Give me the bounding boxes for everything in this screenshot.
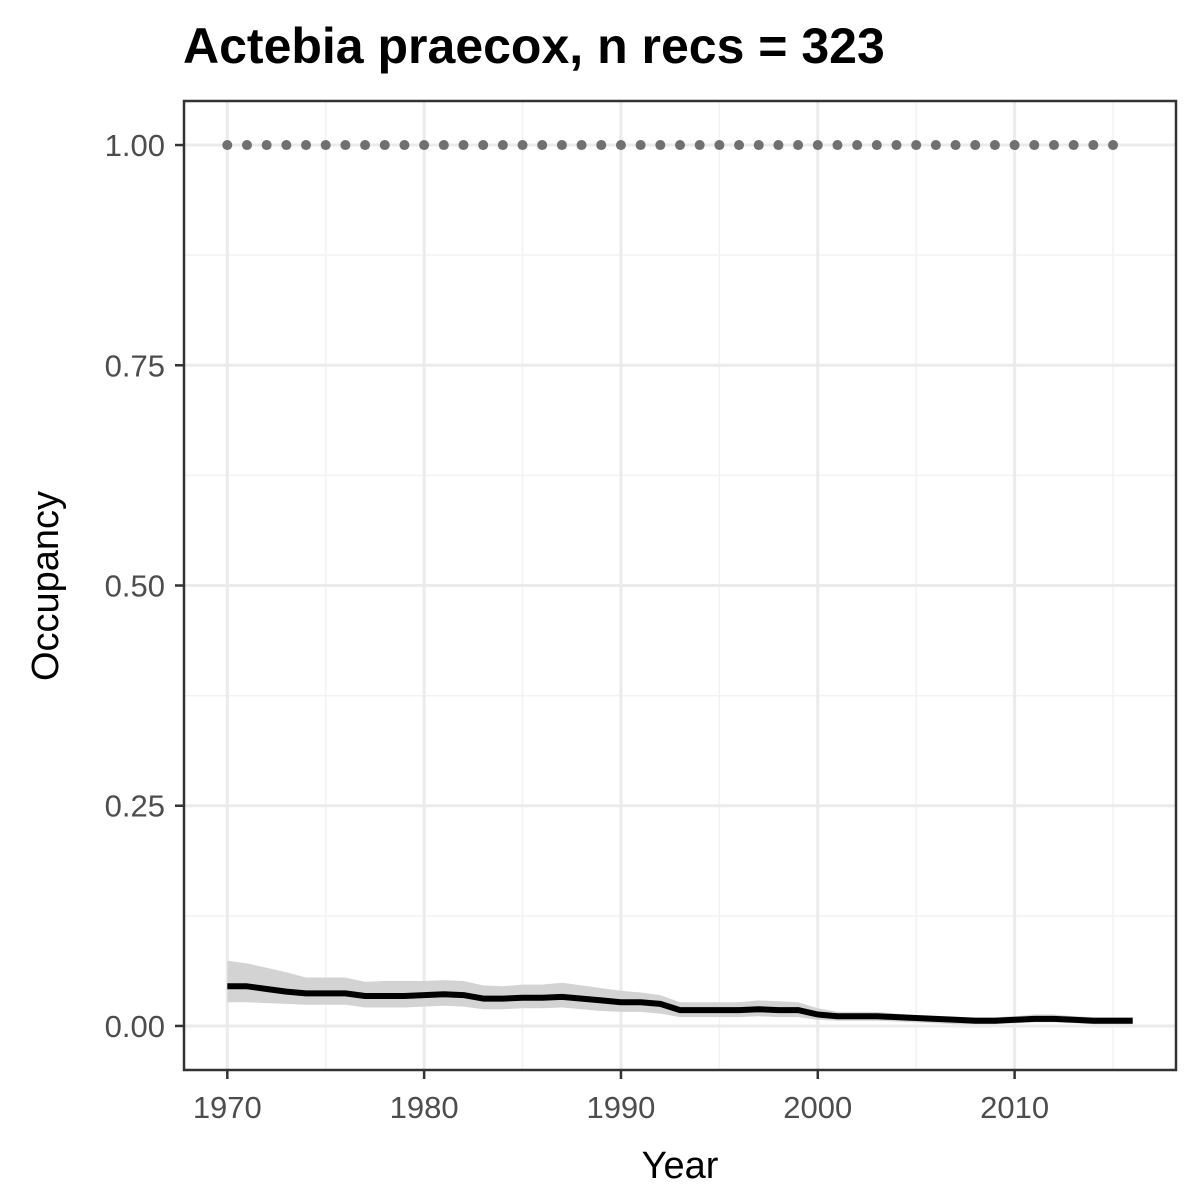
record-point: [871, 140, 882, 151]
record-point: [635, 140, 646, 151]
record-point: [222, 140, 233, 151]
record-point: [576, 140, 587, 151]
record-point: [517, 140, 528, 151]
record-point: [261, 140, 272, 151]
x-tick-label: 2000: [783, 1090, 852, 1125]
x-tick-label: 1980: [390, 1090, 459, 1125]
record-point: [399, 140, 410, 151]
y-tick-label: 1.00: [105, 128, 165, 163]
record-point: [497, 140, 508, 151]
record-point: [537, 140, 548, 151]
record-point: [714, 140, 725, 151]
record-point: [419, 140, 430, 151]
record-point: [793, 140, 804, 151]
x-tick-label: 1990: [586, 1090, 655, 1125]
record-point: [911, 140, 922, 151]
record-point: [989, 140, 1000, 151]
record-point: [1048, 140, 1059, 151]
chart-title: Actebia praecox, n recs = 323: [183, 18, 885, 74]
y-axis-title: Occupancy: [25, 491, 67, 681]
record-point: [655, 140, 666, 151]
y-tick-label: 0.25: [105, 789, 165, 824]
record-point: [615, 140, 626, 151]
y-tick-label: 0.50: [105, 569, 165, 604]
record-point: [1068, 140, 1079, 151]
record-point: [556, 140, 567, 151]
plot-panel: [182, 99, 1178, 1072]
y-axis: 0.00 0.25 0.50 0.75 1.00: [105, 128, 184, 1044]
record-point: [1029, 140, 1040, 151]
record-point: [930, 140, 941, 151]
x-axis-title: Year: [642, 1145, 719, 1187]
record-point: [970, 140, 981, 151]
record-point: [478, 140, 489, 151]
record-point: [832, 140, 843, 151]
record-point: [753, 140, 764, 151]
record-point: [734, 140, 745, 151]
record-point: [1009, 140, 1020, 151]
y-tick-label: 0.00: [105, 1009, 165, 1044]
record-point: [675, 140, 685, 151]
record-point: [852, 140, 863, 151]
occupancy-trend-line: [227, 983, 1133, 1024]
record-point: [1088, 140, 1099, 151]
record-point: [458, 140, 469, 151]
record-point: [281, 140, 292, 151]
record-point: [340, 140, 351, 151]
record-point: [301, 140, 312, 151]
y-tick-label: 0.75: [105, 348, 165, 383]
record-point: [379, 140, 390, 151]
x-tick-label: 2010: [980, 1090, 1049, 1125]
record-point: [1108, 140, 1119, 151]
record-point: [891, 140, 902, 151]
record-point: [360, 140, 371, 151]
record-point: [773, 140, 784, 151]
record-point: [320, 140, 331, 151]
record-point: [438, 140, 449, 151]
x-axis: 1970 1980 1990 2000 2010: [193, 1070, 1049, 1125]
x-tick-label: 1970: [193, 1090, 262, 1125]
record-point: [812, 140, 823, 151]
record-point: [694, 140, 705, 151]
record-point: [596, 140, 607, 151]
record-point: [950, 140, 961, 151]
record-point: [241, 140, 252, 151]
